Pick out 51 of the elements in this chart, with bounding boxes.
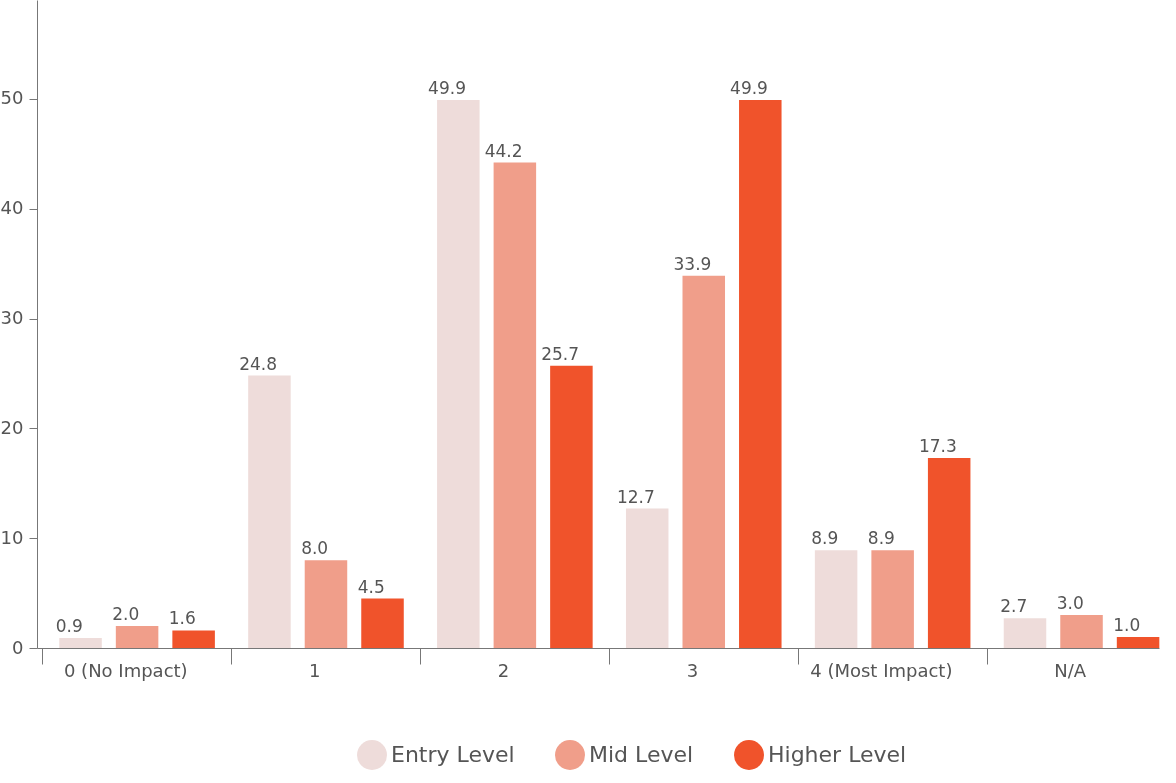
bar	[871, 550, 914, 648]
data-label: 0.9	[55, 616, 83, 637]
x-tick-label: 4 (Most Impact)	[810, 659, 953, 681]
bar	[493, 162, 537, 648]
data-label: 8.0	[301, 538, 329, 559]
bar	[1116, 637, 1160, 648]
data-label: 44.2	[484, 140, 523, 161]
bar	[625, 508, 669, 648]
data-label: 1.6	[168, 608, 196, 629]
bar	[172, 630, 215, 648]
data-label: 3.0	[1056, 593, 1084, 614]
data-label: 12.7	[616, 486, 655, 507]
y-tick-label: 0	[12, 636, 24, 658]
data-label: 8.9	[867, 528, 895, 549]
y-tick-label: 50	[0, 87, 24, 109]
y-tick-label: 30	[0, 307, 24, 329]
data-label: 17.3	[918, 435, 957, 456]
legend-label: Mid Level	[589, 742, 694, 767]
x-tick-label: 1	[308, 659, 321, 681]
bar	[304, 560, 348, 648]
bar	[814, 550, 858, 648]
data-label: 8.9	[811, 528, 839, 549]
data-label: 33.9	[673, 253, 712, 274]
y-tick-label: 40	[0, 197, 24, 219]
data-label: 1.0	[1113, 615, 1141, 636]
bar	[1060, 615, 1103, 648]
data-label: 4.5	[357, 576, 385, 597]
bar	[739, 99, 782, 648]
bar	[361, 598, 404, 648]
bar	[115, 626, 159, 648]
bar	[550, 365, 593, 648]
x-tick-label: 3	[686, 659, 699, 681]
bar	[437, 99, 480, 648]
data-label: 24.8	[239, 353, 278, 374]
data-label: 2.7	[1000, 596, 1028, 617]
bar	[927, 457, 971, 648]
x-tick-label: N/A	[1054, 659, 1087, 681]
bar	[59, 638, 102, 648]
y-tick-label: 20	[0, 416, 24, 438]
data-label: 2.0	[112, 604, 140, 625]
bar	[682, 275, 726, 648]
data-label: 49.9	[428, 77, 466, 98]
bar	[248, 375, 291, 648]
legend-label: Entry Level	[391, 742, 515, 767]
x-tick-label: 0 (No Impact)	[63, 659, 188, 681]
data-label: 49.9	[730, 77, 768, 98]
bar	[1003, 618, 1047, 648]
x-tick-label: 2	[497, 659, 510, 681]
y-tick-label: 10	[0, 526, 24, 548]
data-label: 25.7	[541, 343, 580, 364]
legend-label: Higher Level	[768, 742, 907, 767]
